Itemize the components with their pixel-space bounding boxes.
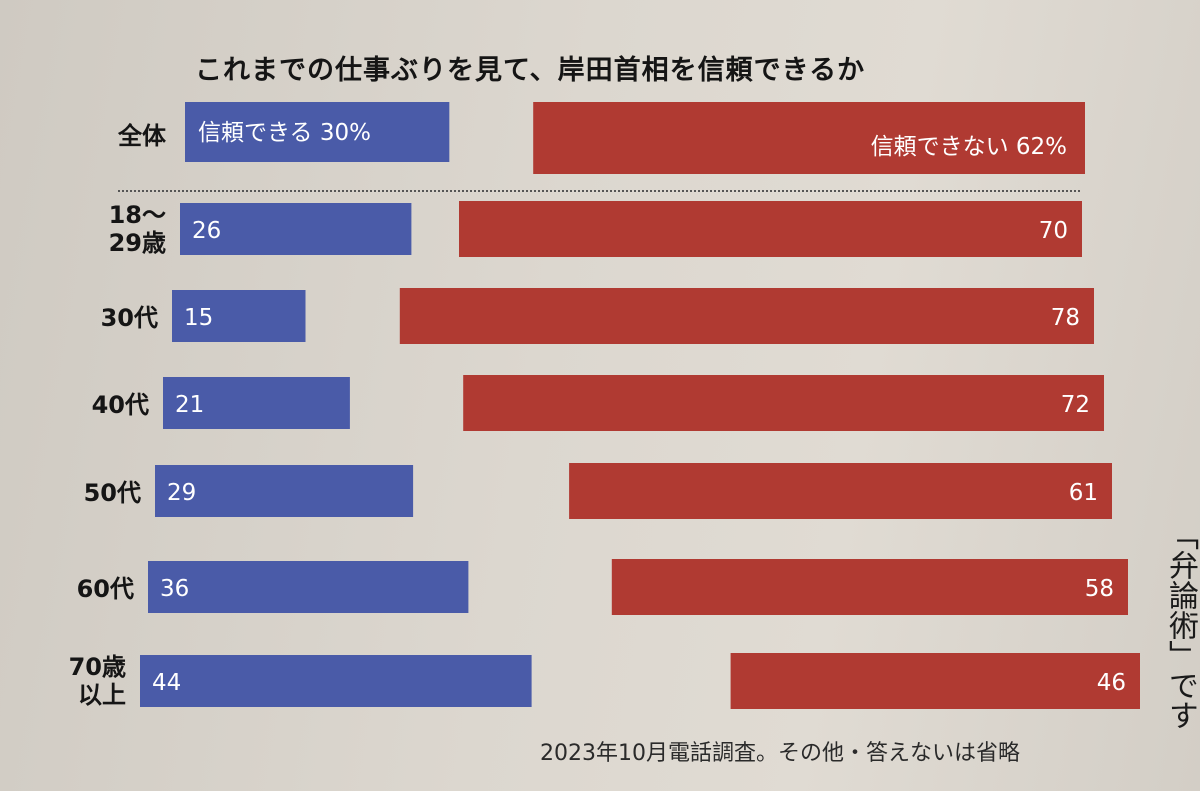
row-label-0: 18〜 29歳 [109,201,166,257]
label-overall-distrust: 信頼できない 62% [871,134,1067,160]
bar-distrust-1 [399,288,1094,344]
value-trust-5: 44 [152,670,181,696]
article-side-text: 「弁論術」です [1163,520,1198,730]
row-label-overall: 全体 [117,122,167,150]
bar-trust-0 [180,203,412,255]
bar-trust-1 [172,290,306,342]
row-label-3: 50代 [84,479,141,507]
bar-trust-3 [155,465,414,517]
value-distrust-4: 58 [1085,576,1114,602]
row-label-4: 60代 [77,575,134,603]
row-label-1: 30代 [101,304,158,332]
value-trust-4: 36 [160,576,189,602]
bar-distrust-2 [463,375,1104,431]
chart-title: これまでの仕事ぶりを見て、岸田首相を信頼できるか [195,55,866,86]
row-label-5: 70歳以上 [69,653,126,709]
value-distrust-0: 70 [1039,218,1068,244]
bar-distrust-0 [459,201,1082,257]
value-trust-3: 29 [167,480,196,506]
row-label-2: 40代 [92,391,149,419]
value-distrust-1: 78 [1051,305,1080,331]
value-trust-1: 15 [184,305,213,331]
label-overall-trust: 信頼できる 30% [198,120,371,146]
value-trust-2: 21 [175,392,204,418]
value-distrust-2: 72 [1061,392,1090,418]
value-distrust-3: 61 [1069,480,1098,506]
bar-overall-trust [185,102,450,162]
dotted-divider [118,190,1080,192]
bar-trust-5 [140,655,532,707]
value-distrust-5: 46 [1097,670,1126,696]
bar-overall-distrust [533,102,1085,174]
value-trust-0: 26 [192,218,221,244]
bar-distrust-4 [611,559,1128,615]
bar-trust-2 [163,377,350,429]
bar-distrust-5 [730,653,1140,709]
bar-distrust-3 [569,463,1112,519]
footnote: 2023年10月電話調査。その他・答えないは省略 [540,741,1020,766]
bar-trust-4 [148,561,469,613]
